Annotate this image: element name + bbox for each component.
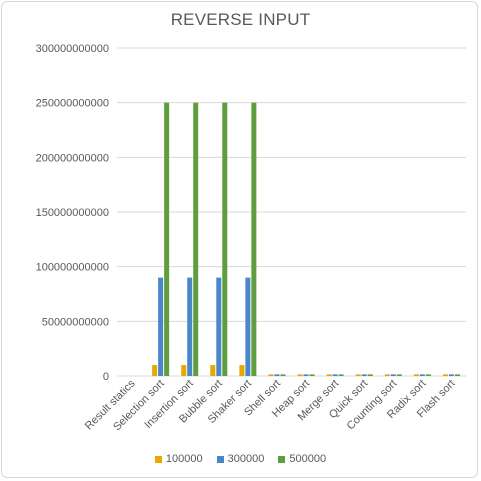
- legend-swatch: [154, 455, 162, 463]
- bar-300000: [187, 277, 193, 376]
- bar-500000: [193, 102, 199, 377]
- legend-label: 300000: [227, 453, 265, 465]
- bar-300000: [332, 374, 338, 376]
- bar-100000: [239, 365, 245, 376]
- legend-label: 500000: [289, 453, 327, 465]
- legend: 100000 300000 500000: [0, 453, 481, 465]
- bar-300000: [390, 374, 396, 376]
- bar-500000: [425, 374, 431, 376]
- y-tick-label: 100000000000: [36, 262, 109, 274]
- bar-100000: [384, 374, 390, 376]
- bar-500000: [251, 102, 257, 377]
- bar-100000: [297, 374, 303, 376]
- bar-500000: [338, 374, 344, 376]
- y-tick-label: 200000000000: [36, 152, 109, 164]
- bar-300000: [245, 277, 251, 376]
- y-tick-label: 0: [103, 371, 109, 383]
- gridlines: [117, 47, 466, 377]
- bar-500000: [309, 374, 315, 376]
- legend-label: 100000: [165, 453, 203, 465]
- bars: [152, 102, 460, 377]
- y-tick-label: 150000000000: [36, 207, 109, 219]
- bar-500000: [454, 374, 460, 376]
- y-tick-label: 50000000000: [42, 316, 109, 328]
- legend-swatch: [278, 455, 286, 463]
- bar-500000: [280, 374, 286, 376]
- y-axis-ticks: 0 50000000000 100000000000 150000000000 2000…: [36, 43, 109, 383]
- bar-500000: [367, 374, 373, 376]
- bar-300000: [303, 374, 309, 376]
- bar-300000: [158, 277, 164, 376]
- bar-300000: [361, 374, 367, 376]
- legend-item: 100000: [154, 453, 203, 465]
- bar-300000: [216, 277, 222, 376]
- bar-100000: [181, 365, 187, 376]
- bar-100000: [442, 374, 448, 376]
- bar-100000: [326, 374, 332, 376]
- bar-100000: [268, 374, 274, 376]
- legend-item: 300000: [216, 453, 265, 465]
- bar-500000: [396, 374, 402, 376]
- bar-500000: [222, 102, 228, 377]
- bar-100000: [355, 374, 361, 376]
- y-tick-label: 300000000000: [36, 43, 109, 55]
- chart-title: REVERSE INPUT: [170, 10, 311, 29]
- bar-300000: [419, 374, 425, 376]
- bar-100000: [413, 374, 419, 376]
- legend-item: 500000: [278, 453, 326, 465]
- bar-500000: [164, 102, 170, 377]
- bar-300000: [274, 374, 280, 376]
- bar-100000: [152, 365, 158, 376]
- y-tick-label: 250000000000: [36, 98, 109, 110]
- bar-100000: [210, 365, 216, 376]
- bar-300000: [448, 374, 454, 376]
- legend-swatch: [216, 455, 224, 463]
